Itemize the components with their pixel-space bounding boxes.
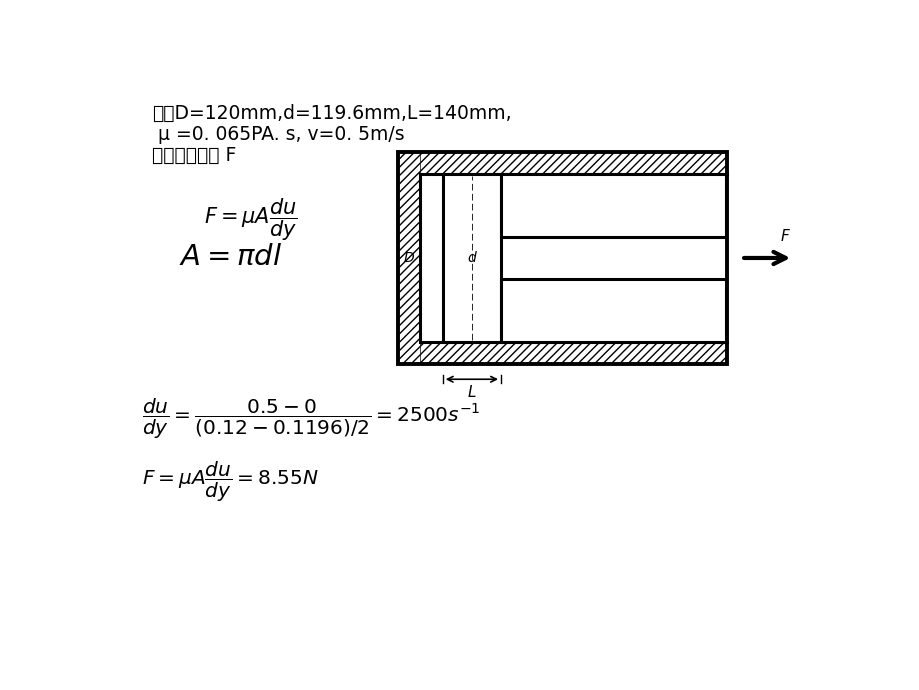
Text: 已知D=120mm,d=119.6mm,L=140mm,: 已知D=120mm,d=119.6mm,L=140mm, <box>152 104 511 124</box>
Text: $F = \mu A\dfrac{du}{dy}$: $F = \mu A\dfrac{du}{dy}$ <box>204 197 298 244</box>
Text: $A = \pi dl$: $A = \pi dl$ <box>178 243 281 271</box>
Text: D: D <box>403 251 414 265</box>
Bar <box>397 152 726 364</box>
Bar <box>501 279 726 342</box>
Text: μ =0. 065PA. s, v=0. 5m/s: μ =0. 065PA. s, v=0. 5m/s <box>152 125 404 144</box>
Text: F: F <box>780 229 789 244</box>
Bar <box>442 175 501 342</box>
Bar <box>397 342 726 364</box>
Bar <box>419 174 726 342</box>
Text: 不计油压，求 F: 不计油压，求 F <box>152 146 236 165</box>
Bar <box>501 175 726 237</box>
Bar <box>397 152 419 364</box>
Bar <box>397 152 726 174</box>
Text: d: d <box>467 251 476 265</box>
Text: $F = \mu A\dfrac{du}{dy} = 8.55N$: $F = \mu A\dfrac{du}{dy} = 8.55N$ <box>142 460 319 504</box>
Text: L: L <box>467 386 476 400</box>
Text: $\dfrac{du}{dy} = \dfrac{0.5-0}{(0.12-0.1196)/2} = 2500s^{-1}$: $\dfrac{du}{dy} = \dfrac{0.5-0}{(0.12-0.… <box>142 397 480 441</box>
